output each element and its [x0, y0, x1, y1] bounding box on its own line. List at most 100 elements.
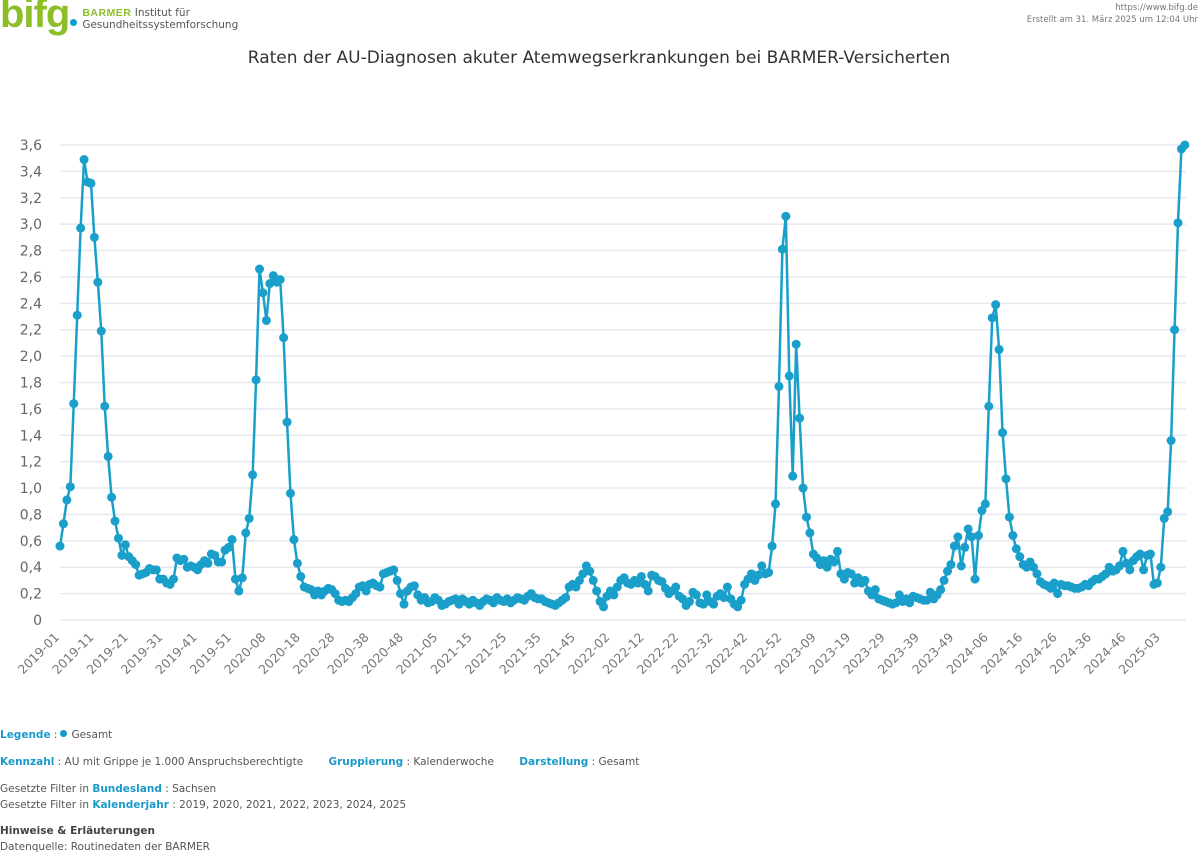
data-point — [1139, 565, 1149, 575]
legend: Legende : Gesamt — [0, 729, 113, 741]
data-point — [832, 546, 842, 556]
data-point — [946, 560, 956, 570]
data-point — [829, 557, 839, 567]
data-point — [217, 557, 227, 567]
y-tick-label: 2,6 — [20, 270, 42, 286]
data-point — [936, 585, 946, 595]
data-point — [1008, 531, 1018, 541]
data-point — [846, 569, 856, 579]
data-point — [860, 575, 870, 585]
data-point — [943, 566, 953, 576]
data-point — [131, 560, 141, 570]
data-point — [781, 211, 791, 221]
data-point — [275, 275, 285, 285]
data-point — [399, 599, 409, 609]
data-point — [330, 589, 340, 599]
data-point — [973, 531, 983, 541]
data-point — [268, 271, 278, 281]
data-point — [169, 574, 179, 584]
data-point — [1166, 436, 1176, 446]
data-point — [574, 575, 584, 585]
data-point — [571, 582, 581, 592]
data-point — [991, 300, 1001, 310]
data-point — [657, 577, 667, 587]
data-point — [967, 532, 977, 542]
data-point — [977, 505, 987, 515]
data-point — [698, 599, 708, 609]
line-chart: 0 0,2 0,4 0,6 0,8 1,0 1,2 1,4 1,6 1,8 2,0 2,2 2,4 2,6… — [15, 138, 1190, 677]
data-point — [69, 399, 79, 409]
y-tick-label: 2,2 — [20, 323, 42, 339]
data-point — [110, 516, 120, 526]
data-point — [285, 488, 295, 498]
data-point — [241, 528, 251, 538]
data-point — [633, 578, 643, 588]
data-point — [289, 535, 299, 545]
created-timestamp: Erstellt am 31. März 2025 um 12:04 Uhr — [1026, 15, 1198, 25]
data-point — [351, 589, 361, 599]
data-point — [788, 471, 798, 481]
y-tick-label: 1,8 — [20, 376, 42, 392]
data-point — [998, 428, 1008, 438]
data-point — [296, 571, 306, 581]
legend-item-gesamt[interactable]: Gesamt — [71, 729, 113, 741]
data-point — [585, 566, 595, 576]
data-point — [237, 573, 247, 583]
data-point — [984, 401, 994, 411]
chart-title: Raten der AU-Diagnosen akuter Atemwegser… — [247, 48, 951, 68]
data-point — [151, 565, 161, 575]
notes-title: Hinweise & Erläuterungen — [0, 825, 156, 837]
data-point — [203, 558, 213, 568]
page-meta: https://www.bifg.de Erstellt am 31. März… — [1027, 2, 1198, 26]
data-point — [113, 533, 123, 543]
logo-dot — [70, 19, 78, 26]
data-point — [1163, 507, 1173, 517]
data-point — [640, 579, 650, 589]
data-point — [994, 345, 1004, 355]
y-tick-label: 2,8 — [20, 244, 42, 260]
data-point — [361, 586, 371, 596]
data-point — [599, 602, 609, 612]
data-point — [822, 562, 832, 572]
data-point — [258, 288, 268, 298]
data-point — [265, 279, 275, 289]
data-point — [1159, 513, 1169, 523]
data-point — [1135, 549, 1145, 559]
data-point — [210, 550, 220, 560]
y-tick-label: 3,2 — [20, 191, 42, 207]
site-url[interactable]: https://www.bifg.de — [1115, 3, 1198, 13]
data-point — [96, 326, 106, 336]
y-tick-label: 0,6 — [20, 534, 42, 550]
data-point — [709, 599, 719, 609]
data-point — [227, 535, 237, 545]
data-point — [733, 602, 743, 612]
data-point — [1032, 569, 1042, 579]
data-point — [224, 542, 234, 552]
data-source: Datenquelle: Routinedaten der BARMER — [0, 841, 210, 853]
y-tick-label: 1,4 — [20, 428, 42, 444]
data-point — [956, 561, 966, 571]
data-point — [251, 375, 261, 385]
y-tick-label: 3,0 — [20, 217, 42, 233]
y-tick-label: 3,6 — [20, 138, 42, 154]
data-point — [1011, 544, 1021, 554]
data-point — [870, 585, 880, 595]
data-point — [685, 597, 695, 607]
y-tick-label: 1,2 — [20, 455, 42, 471]
data-point — [234, 586, 244, 596]
data-point — [839, 574, 849, 584]
y-tick-label: 0,8 — [20, 507, 42, 523]
data-point — [678, 594, 688, 604]
data-point — [722, 582, 732, 592]
data-point — [279, 333, 289, 343]
data-point — [925, 587, 935, 597]
data-point — [949, 541, 959, 551]
data-point — [719, 593, 729, 603]
data-point — [244, 513, 254, 523]
logo-text: BARMER Institut für Gesundheitssystemfor… — [82, 7, 239, 31]
data-point — [62, 495, 72, 505]
data-point — [1125, 565, 1135, 575]
logo-mark: bifg — [0, 0, 70, 36]
data-point — [86, 178, 96, 188]
data-point — [767, 541, 777, 551]
